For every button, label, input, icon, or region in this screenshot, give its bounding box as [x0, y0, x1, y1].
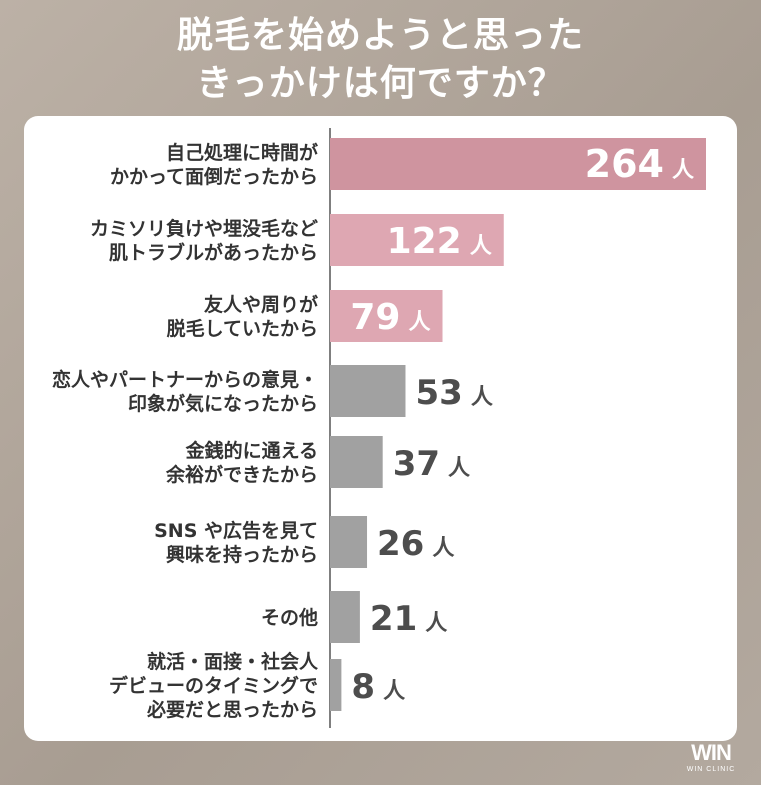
chart-title-line-2: きっかけは何ですか？ — [196, 63, 565, 104]
category-label: カミソリ負けや埋没毛など肌トラブルがあったから — [90, 217, 318, 264]
category-label: 金銭的に通える余裕ができたから — [165, 439, 318, 486]
category-label: 就活・面接・社会人デビューのタイミングで必要だと思ったから — [109, 650, 319, 721]
value-label: 21 人 — [370, 599, 447, 639]
value-label: 264 人 — [585, 142, 694, 186]
chart-title-line-1: 脱毛を始めようと思った — [176, 15, 584, 56]
bar — [330, 516, 368, 568]
bar — [330, 659, 342, 711]
bar — [330, 436, 383, 488]
chart-card: 264 人 自己処理に時間がかかって面倒だったから 122 人 カミソリ負けや埋没毛など肌… — [24, 116, 737, 741]
logo-subtitle: WIN CLINIC — [686, 766, 736, 773]
category-label: SNS や広告を見て興味を持ったから — [154, 519, 318, 566]
category-label: 自己処理に時間がかかって面倒だったから — [110, 141, 318, 188]
category-label: 恋人やパートナーからの意見・印象が気になったから — [52, 368, 318, 415]
value-label: 79 人 — [350, 297, 430, 338]
logo-mark: WIN — [691, 740, 732, 765]
bar — [330, 365, 406, 417]
value-label: 37 人 — [393, 444, 470, 484]
chart-title: 脱毛を始めようと思った きっかけは何ですか？ — [0, 12, 761, 108]
bar — [330, 290, 443, 342]
win-clinic-logo: WIN WIN CLINIC — [676, 741, 746, 775]
category-label: その他 — [261, 606, 318, 629]
bar-chart: 264 人 自己処理に時間がかかって面倒だったから 122 人 カミソリ負けや埋没毛など肌… — [52, 128, 706, 728]
bar — [330, 591, 360, 643]
bar — [330, 214, 504, 266]
bar — [330, 138, 706, 190]
value-label: 53 人 — [415, 373, 492, 413]
value-label: 26 人 — [377, 524, 454, 564]
category-label: 友人や周りが脱毛していたから — [167, 293, 318, 340]
value-label: 122 人 — [387, 221, 492, 262]
